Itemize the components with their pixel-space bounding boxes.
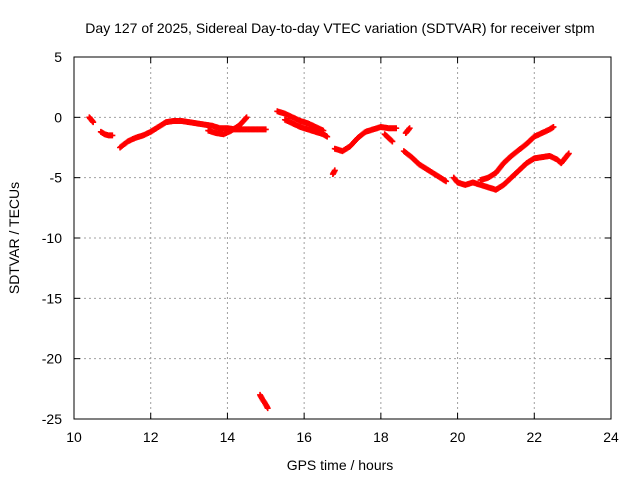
data-point (324, 133, 331, 140)
data-point (393, 125, 400, 132)
data-point (243, 114, 250, 121)
axis-ticks: 10 12 14 16 18 20 22 24 5 0 -5 -10 -15 -20 -25 (42, 49, 619, 445)
data-series (205, 114, 250, 138)
data-point (109, 132, 116, 139)
chart-title: Day 127 of 2025, Sidereal Day-to-day VTE… (85, 20, 594, 36)
data-point (331, 167, 338, 174)
data-series (400, 148, 450, 185)
data-series (331, 123, 400, 155)
x-axis-label: GPS time / hours (287, 457, 394, 473)
data-series (86, 114, 97, 126)
data-series (257, 391, 271, 412)
y-tick-label: -15 (42, 290, 62, 306)
data-series (381, 131, 396, 145)
data-point (90, 119, 97, 126)
data-point (406, 125, 413, 132)
data-series (274, 108, 327, 134)
x-tick-label: 22 (526, 429, 542, 445)
x-tick-label: 20 (450, 429, 466, 445)
data-series (281, 116, 331, 140)
x-tick-label: 12 (143, 429, 159, 445)
y-tick-label: -10 (42, 230, 62, 246)
data-series (402, 125, 413, 137)
y-tick-label: 5 (54, 49, 62, 65)
data-point (262, 126, 269, 133)
data-series (97, 128, 116, 139)
y-tick-label: -20 (42, 351, 62, 367)
x-tick-label: 10 (66, 429, 82, 445)
y-tick-label: -5 (50, 170, 63, 186)
data-marks (86, 108, 572, 412)
y-tick-label: -25 (42, 411, 62, 427)
x-tick-label: 18 (373, 429, 389, 445)
data-point (388, 137, 395, 144)
y-axis-label: SDTVAR / TECUs (6, 182, 22, 294)
data-point (550, 123, 557, 130)
y-tick-label: 0 (54, 109, 62, 125)
data-point (565, 150, 572, 157)
x-tick-label: 24 (603, 429, 619, 445)
data-series (477, 123, 557, 184)
grid (74, 57, 611, 419)
x-tick-label: 14 (220, 429, 236, 445)
x-tick-label: 16 (296, 429, 312, 445)
data-series (329, 167, 338, 178)
data-point (443, 178, 450, 185)
data-point (389, 138, 396, 145)
data-point (264, 405, 271, 412)
data-series (450, 150, 572, 193)
